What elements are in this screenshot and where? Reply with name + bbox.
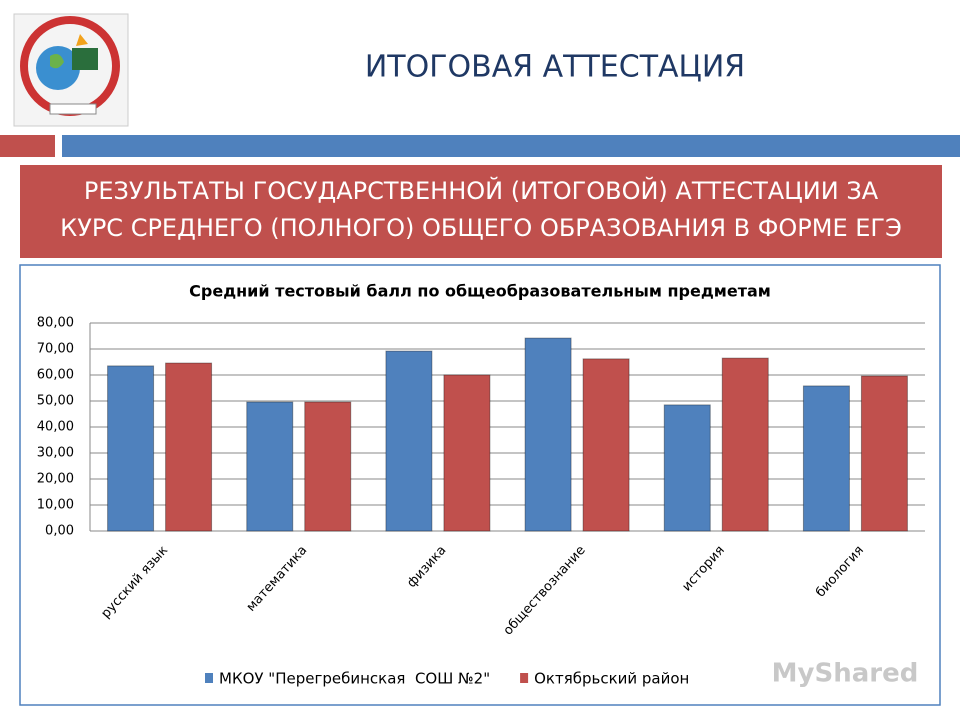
y-tick-label: 30,00 xyxy=(37,446,74,461)
legend-label: МКОУ "Перегребинская СОШ №2" xyxy=(219,670,490,688)
legend-swatch xyxy=(520,673,529,683)
bar xyxy=(385,350,433,532)
y-tick-label: 60,00 xyxy=(37,368,74,383)
legend-label: Октябрьский район xyxy=(534,670,689,688)
bar xyxy=(582,358,630,532)
bar xyxy=(663,404,711,532)
y-tick-label: 10,00 xyxy=(37,498,74,513)
accent-bar xyxy=(0,135,55,157)
banner-line: КУРС СРЕДНЕГО (ПОЛНОГО) ОБЩЕГО ОБРАЗОВАН… xyxy=(60,214,902,242)
y-tick-label: 20,00 xyxy=(37,472,74,487)
y-tick-label: 50,00 xyxy=(37,394,74,409)
watermark: MyShared xyxy=(772,659,919,689)
y-tick-label: 70,00 xyxy=(37,342,74,357)
banner xyxy=(20,165,942,258)
bar xyxy=(802,385,850,532)
y-tick-label: 40,00 xyxy=(37,420,74,435)
bar xyxy=(246,401,294,532)
accent-bar xyxy=(62,135,960,157)
bar xyxy=(107,365,155,532)
y-tick-label: 0,00 xyxy=(45,524,74,539)
bar xyxy=(524,337,572,532)
bar xyxy=(304,401,352,532)
legend-swatch xyxy=(205,673,213,683)
bar xyxy=(721,357,769,532)
banner-line: РЕЗУЛЬТАТЫ ГОСУДАРСТВЕННОЙ (ИТОГОВОЙ) АТ… xyxy=(84,176,879,205)
slide-title: ИТОГОВАЯ АТТЕСТАЦИЯ xyxy=(365,50,745,85)
logo xyxy=(13,13,129,127)
bar xyxy=(860,375,908,532)
chart-title: Средний тестовый балл по общеобразовател… xyxy=(189,282,771,301)
y-tick-label: 80,00 xyxy=(37,316,74,331)
bar xyxy=(165,362,213,532)
bar xyxy=(443,374,491,532)
